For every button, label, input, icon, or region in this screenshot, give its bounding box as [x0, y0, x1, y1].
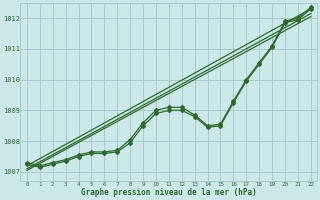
X-axis label: Graphe pression niveau de la mer (hPa): Graphe pression niveau de la mer (hPa): [81, 188, 257, 197]
